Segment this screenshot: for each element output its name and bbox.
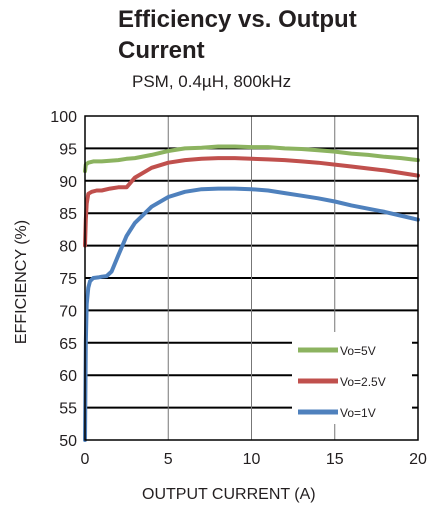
legend: Vo=5V Vo=2.5V Vo=1V bbox=[292, 332, 412, 424]
y-tick-label: 90 bbox=[59, 174, 77, 191]
y-tick-label: 70 bbox=[59, 303, 77, 320]
y-tick-label: 55 bbox=[59, 401, 77, 418]
legend-box bbox=[292, 332, 412, 424]
x-tick-label: 10 bbox=[243, 451, 261, 468]
x-tick-label: 0 bbox=[81, 451, 90, 468]
legend-label: Vo=2.5V bbox=[340, 375, 386, 389]
y-tick-label: 85 bbox=[59, 206, 77, 223]
y-tick-label: 50 bbox=[59, 433, 77, 450]
x-tick-label: 15 bbox=[326, 451, 344, 468]
y-tick-label: 100 bbox=[50, 109, 77, 126]
series-line-vo2.5v bbox=[83, 156, 420, 248]
x-axis-label: OUTPUT CURRENT (A) bbox=[142, 486, 316, 503]
x-tick-label: 5 bbox=[164, 451, 173, 468]
y-tick-label: 95 bbox=[59, 141, 77, 158]
series-lines bbox=[83, 144, 420, 442]
legend-label: Vo=1V bbox=[340, 406, 376, 420]
y-tick-label: 60 bbox=[59, 368, 77, 385]
y-tick-label: 75 bbox=[59, 271, 77, 288]
chart-title: Efficiency vs. Output Current bbox=[118, 6, 357, 64]
chart-subtitle: PSM, 0.4µH, 800kHz bbox=[132, 72, 292, 91]
plot-border bbox=[84, 115, 419, 441]
y-tick-label: 80 bbox=[59, 239, 77, 256]
series-line-vo1v bbox=[83, 186, 420, 442]
tick-labels: 50 55 60 65 70 75 80 85 90 95 100 0 5 10 15 20 bbox=[50, 109, 427, 468]
legend-label: Vo=5V bbox=[340, 344, 376, 358]
y-tick-label: 65 bbox=[59, 336, 77, 353]
x-tick-label: 20 bbox=[409, 451, 427, 468]
series-line-vo5v bbox=[83, 144, 420, 174]
plot-frame bbox=[84, 115, 419, 441]
